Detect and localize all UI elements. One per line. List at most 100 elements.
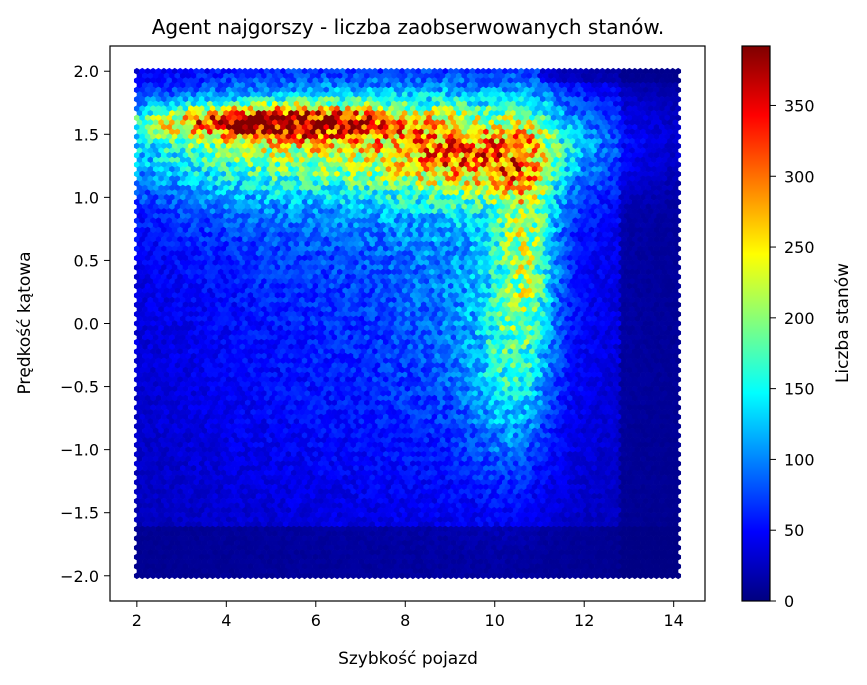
hexbin-cell [453, 123, 460, 131]
hexbin-cell [142, 72, 148, 80]
hexbin-cell [572, 95, 579, 103]
hexbin-cell [393, 105, 400, 112]
hexbin-cell [385, 91, 392, 98]
hexbin-cell [488, 128, 495, 136]
hexbin-cell [418, 109, 424, 117]
hexbin-cell [326, 91, 332, 98]
hexbin-cell [228, 81, 235, 89]
hexbin-cell [307, 86, 313, 94]
hexbin-cell [556, 95, 562, 103]
hexbin-cell [556, 86, 562, 94]
hexbin-cell [171, 114, 178, 122]
hexbin-cell [226, 95, 232, 103]
hexbin-cell [529, 95, 535, 103]
hexbin-cell [504, 91, 511, 98]
hexbin-cell [212, 72, 219, 80]
hexbin-cell [274, 95, 281, 103]
hexbin-cell [133, 123, 140, 131]
hexbin-cell [315, 119, 322, 126]
hexbin-cell [377, 77, 384, 84]
hexbin-cell [272, 81, 278, 89]
hexbin-cell [637, 95, 644, 103]
hexbin-cell [255, 81, 262, 89]
hexbin-cell [623, 128, 630, 136]
hexbin-cell [361, 123, 368, 131]
hexbin-cell [261, 81, 267, 89]
hexbin-cell [174, 72, 181, 80]
hexbin-cell [415, 123, 422, 131]
hexbin-cell [423, 100, 430, 108]
hexbin-cell [475, 114, 481, 122]
hexbin-cell [456, 100, 462, 108]
hexbin-cell [179, 100, 186, 108]
hexbin-cell [274, 114, 281, 122]
hexbin-cell [507, 123, 514, 131]
hexbin-cell [515, 81, 522, 89]
hexbin-cell [358, 72, 365, 80]
hexbin-cell [634, 81, 641, 89]
hexbin-cell [483, 72, 489, 80]
hexbin-cell [512, 114, 519, 122]
hexbin-cell [594, 105, 600, 112]
hexbin-cell [485, 123, 492, 131]
hexbin-cell [204, 67, 211, 75]
hexbin-cell [207, 119, 213, 126]
hexbin-cell [345, 114, 351, 122]
hexbin-cell [196, 128, 202, 136]
hexbin-cell [396, 109, 403, 117]
hexbin-cell [263, 86, 270, 94]
hexbin-cell [502, 67, 508, 75]
hexbin-cell [515, 109, 522, 117]
hexbin-cell [672, 91, 679, 98]
hexbin-cell [594, 114, 600, 122]
hexbin-cell [355, 67, 362, 75]
hexbin-cell [234, 72, 240, 80]
hexbin-cell [320, 81, 327, 89]
hexbin-cell [575, 109, 581, 117]
hexbin-cell [604, 105, 611, 112]
hexbin-cell [190, 72, 197, 80]
hexbin-cell [388, 86, 395, 94]
hexbin-cell [453, 67, 460, 75]
hexbin-cell [464, 86, 470, 94]
hexbin-cell [461, 100, 468, 108]
hexbin-cell [288, 109, 294, 117]
hexbin-cell [377, 95, 384, 103]
hexbin-cell [266, 119, 273, 126]
hexbin-cell [558, 119, 565, 126]
hexbin-cell [396, 100, 403, 108]
hexbin-cell [542, 91, 549, 98]
hexbin-cell [242, 95, 248, 103]
hexbin-cell [150, 114, 156, 122]
hexbin-cell [158, 91, 165, 98]
hexbin-cell [518, 123, 525, 131]
hexbin-cell [179, 91, 186, 98]
hexbin-cell [437, 123, 443, 131]
hexbin-cell [347, 81, 354, 89]
hexbin-cell [158, 100, 165, 108]
hexbin-cell [253, 77, 259, 84]
hexbin-cell [293, 72, 300, 80]
hexbin-cell [372, 86, 378, 94]
hexbin-cell [472, 72, 479, 80]
hexbin-cell [502, 114, 508, 122]
hexbin-cell [428, 72, 435, 80]
hexbin-cell [345, 95, 351, 103]
hexbin-cell [648, 77, 654, 84]
hexbin-cell [161, 77, 167, 84]
hexbin-cell [575, 81, 581, 89]
hexbin-cell [169, 91, 175, 98]
hexbin-cell [675, 114, 682, 122]
hexbin-cell [155, 123, 162, 131]
hexbin-cell [602, 72, 608, 80]
hexbin-cell [161, 105, 167, 112]
hexbin-cell [502, 105, 508, 112]
hexbin-cell [675, 77, 682, 84]
hexbin-cell [339, 105, 346, 112]
hexbin-cell [293, 109, 300, 117]
hexbin-cell [374, 100, 381, 108]
hexbin-cell [637, 67, 644, 75]
hexbin-cell [542, 100, 549, 108]
hexbin-cell [493, 100, 500, 108]
